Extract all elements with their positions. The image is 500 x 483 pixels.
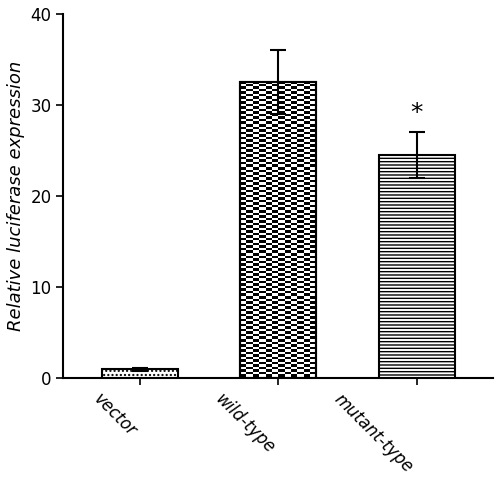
- Y-axis label: Relative luciferase expression: Relative luciferase expression: [7, 61, 25, 331]
- Text: *: *: [410, 101, 423, 125]
- Bar: [240, 82, 316, 378]
- Bar: [378, 155, 455, 378]
- Bar: [240, 82, 316, 378]
- Bar: [102, 369, 178, 378]
